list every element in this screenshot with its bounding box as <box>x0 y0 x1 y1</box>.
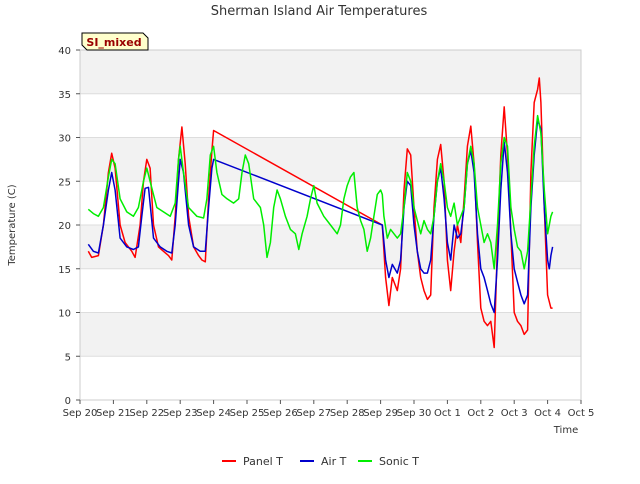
x-tick-label: Sep 30 <box>397 408 432 419</box>
site-tag-label: SI_mixed <box>86 36 141 49</box>
y-axis: 0 5 10 15 20 25 30 35 40 <box>58 46 80 407</box>
chart-container: Sherman Island Air Temperatures 0 5 10 15 20… <box>0 0 640 480</box>
site-tag: SI_mixed <box>82 33 148 50</box>
x-tick-label: Sep 20 <box>63 408 98 419</box>
y-axis-label: Temperature (C) <box>7 184 18 266</box>
x-tick-label: Sep 23 <box>163 408 198 419</box>
y-tick-label: 15 <box>58 265 71 276</box>
x-tick-label: Sep 24 <box>196 408 231 419</box>
y-tick-label: 40 <box>58 46 71 57</box>
x-tick-label: Sep 27 <box>296 408 331 419</box>
x-tick-label: Sep 22 <box>129 408 164 419</box>
x-tick-label: Oct 5 <box>568 408 595 419</box>
x-tick-label: Sep 21 <box>96 408 131 419</box>
y-tick-label: 20 <box>58 221 71 232</box>
legend-label: Panel T <box>243 455 283 468</box>
x-tick-label: Sep 28 <box>330 408 365 419</box>
legend-label: Air T <box>321 455 347 468</box>
y-tick-label: 25 <box>58 177 71 188</box>
legend: Panel T Air T Sonic T <box>222 455 419 468</box>
y-tick-label: 0 <box>65 396 71 407</box>
x-tick-label: Oct 1 <box>434 408 461 419</box>
x-tick-label: Oct 3 <box>501 408 528 419</box>
temperature-chart: Sherman Island Air Temperatures 0 5 10 15 20… <box>0 0 640 480</box>
x-tick-label: Oct 2 <box>467 408 494 419</box>
y-tick-label: 35 <box>58 90 71 101</box>
plot-band <box>80 356 581 400</box>
chart-title: Sherman Island Air Temperatures <box>211 4 428 19</box>
x-axis-label: Time <box>553 425 578 436</box>
x-tick-label: Oct 4 <box>534 408 561 419</box>
x-tick-label: Sep 29 <box>363 408 398 419</box>
x-tick-label: Sep 26 <box>263 408 298 419</box>
x-tick-label: Sep 25 <box>230 408 265 419</box>
legend-label: Sonic T <box>379 455 419 468</box>
y-tick-label: 30 <box>58 134 71 145</box>
y-tick-label: 10 <box>58 309 71 320</box>
plot-band <box>80 50 581 94</box>
y-tick-label: 5 <box>65 352 71 363</box>
plot-band <box>80 269 581 313</box>
plot-band <box>80 313 581 357</box>
